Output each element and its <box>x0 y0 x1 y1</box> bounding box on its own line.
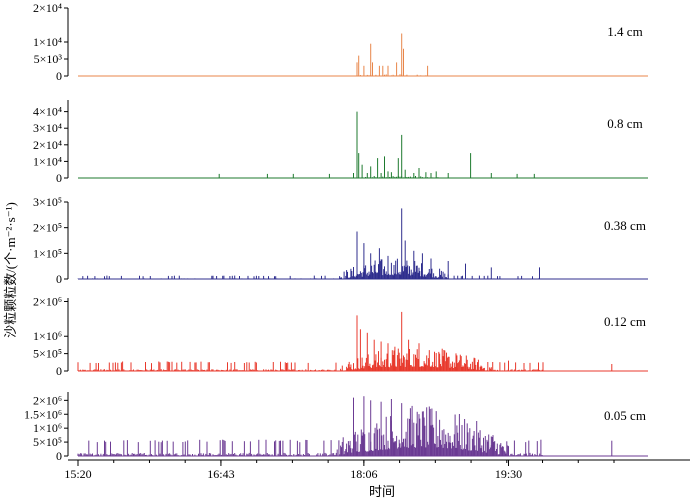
y-tick-label: 1.5×10⁶ <box>24 407 62 421</box>
panel-1: 0 5×10³ 1×10⁴ 2×10⁴ 1.4 cm <box>33 1 648 83</box>
y-tick-label: 5×10⁵ <box>33 435 62 449</box>
panel-label: 0.12 cm <box>604 314 646 329</box>
y-tick-label: 0 <box>56 364 62 378</box>
series-bars <box>77 208 543 279</box>
y-tick-label: 2×10⁶ <box>33 393 62 407</box>
y-tick-label: 1×10⁶ <box>33 329 62 343</box>
x-tick-label: 16:43 <box>207 467 234 481</box>
y-tick-label: 0 <box>56 272 62 286</box>
y-tick-label: 2×10⁴ <box>33 138 62 152</box>
y-tick-label: 1×10⁶ <box>33 421 62 435</box>
y-tick-label: 0 <box>56 449 62 463</box>
x-tick-label: 19:30 <box>495 467 522 481</box>
y-tick-label: 2×10⁴ <box>33 1 62 15</box>
x-tick-label: 15:20 <box>64 467 91 481</box>
series-bars <box>354 33 430 76</box>
panel-4: 0 5×10⁵ 1×10⁶ 2×10⁶ 0.12 cm <box>33 294 648 378</box>
panel-label: 0.8 cm <box>607 116 642 131</box>
panel-3: 0 1×10⁵ 2×10⁵ 3×10⁵ 0.38 cm <box>33 195 648 286</box>
y-tick-label: 2×10⁵ <box>33 221 62 235</box>
panel-label: 0.38 cm <box>604 218 646 233</box>
y-tick-label: 5×10³ <box>34 52 63 66</box>
series-bars <box>218 111 535 178</box>
series-bars <box>77 396 613 456</box>
series-bars <box>77 311 613 371</box>
panel-label: 1.4 cm <box>607 24 642 39</box>
y-tick-label: 4×10⁴ <box>33 105 62 119</box>
panels: 0 5×10³ 1×10⁴ 2×10⁴ 1.4 cm 0 1×10⁴ 2×10⁴ 3×10⁴ 4×… <box>24 1 648 463</box>
y-axis-label: 沙粒颗粒数/(个·m⁻²·s⁻¹) <box>3 202 18 338</box>
y-tick-label: 0 <box>56 171 62 185</box>
x-axis-label: 时间 <box>369 484 395 499</box>
y-tick-label: 3×10⁴ <box>33 121 62 135</box>
y-tick-label: 1×10⁴ <box>33 154 62 168</box>
panel-label: 0.05 cm <box>604 408 646 423</box>
y-tick-label: 0 <box>56 69 62 83</box>
y-tick-label: 5×10⁵ <box>33 347 62 361</box>
panel-2: 0 1×10⁴ 2×10⁴ 3×10⁴ 4×10⁴ 0.8 cm <box>33 100 648 185</box>
y-tick-label: 3×10⁵ <box>33 195 62 209</box>
x-axis: 15:20 16:43 18:06 19:30 <box>64 459 690 481</box>
x-tick-label: 18:06 <box>350 467 377 481</box>
y-tick-label: 1×10⁴ <box>33 35 62 49</box>
y-tick-label: 1×10⁵ <box>33 246 62 260</box>
y-tick-label: 2×10⁶ <box>33 294 62 308</box>
